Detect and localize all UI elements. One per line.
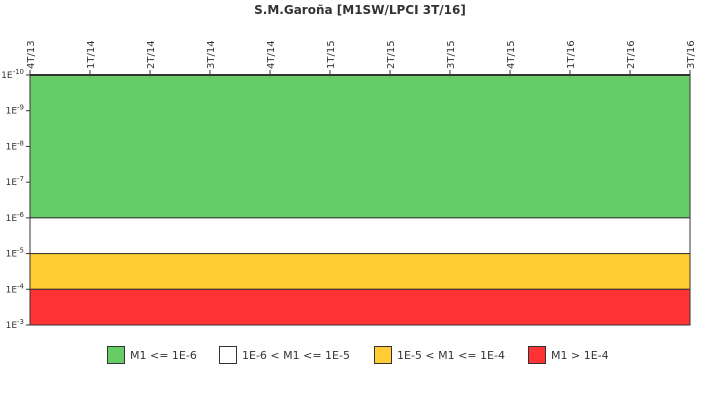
x-tick-label-2: 2T/14: [146, 40, 157, 69]
legend-label-2: 1E-5 < M1 <= 1E-4: [397, 348, 505, 362]
band-1: [29, 217, 691, 255]
x-tick-label-11: 3T/16: [686, 40, 697, 69]
y-tick-label-3: 1E-7: [6, 175, 24, 188]
y-tick-label-5: 1E-5: [6, 247, 24, 260]
legend-label-3: M1 > 1E-4: [551, 348, 609, 362]
legend-swatch-2: [374, 346, 392, 364]
x-tick-label-8: 4T/15: [506, 40, 517, 69]
legend-swatch-1: [219, 346, 237, 364]
x-tick-label-9: 1T/16: [566, 40, 577, 69]
legend-swatch-3: [528, 346, 546, 364]
legend-label-0: M1 <= 1E-6: [130, 348, 197, 362]
band-0: [29, 74, 691, 219]
legend-item-2: 1E-5 < M1 <= 1E-4: [374, 345, 505, 365]
legend-item-3: M1 > 1E-4: [528, 345, 609, 365]
band-3: [29, 288, 691, 326]
y-tick-label-1: 1E-9: [6, 104, 24, 117]
y-tick-label-7: 1E-3: [6, 318, 24, 331]
x-tick-label-3: 3T/14: [206, 40, 217, 69]
x-tick-label-10: 2T/16: [626, 40, 637, 69]
legend-label-1: 1E-6 < M1 <= 1E-5: [242, 348, 350, 362]
x-tick-label-1: 1T/14: [86, 40, 97, 69]
legend-item-0: M1 <= 1E-6: [107, 345, 197, 365]
y-tick-label-0: 1E-10: [1, 68, 24, 81]
y-tick-label-4: 1E-6: [6, 211, 25, 224]
x-tick-label-7: 3T/15: [446, 40, 457, 69]
x-tick-label-5: 1T/15: [326, 40, 337, 69]
band-2: [29, 253, 691, 290]
y-tick-label-2: 1E-8: [6, 139, 24, 152]
x-tick-label-4: 4T/14: [266, 40, 277, 69]
y-tick-label-6: 1E-4: [6, 282, 25, 295]
legend-item-1: 1E-6 < M1 <= 1E-5: [219, 345, 350, 365]
legend-swatch-0: [107, 346, 125, 364]
x-tick-label-6: 2T/15: [386, 40, 397, 69]
chart-title: S.M.Garoña [M1SW/LPCI 3T/16]: [254, 3, 466, 17]
legend: M1 <= 1E-6 1E-6 < M1 <= 1E-5 1E-5 < M1 <= …: [0, 345, 720, 367]
x-tick-label-0: 4T/13: [26, 40, 37, 69]
chart-plot: 1E-10 1E-9 1E-8 1E-7 1E-6 1E-5 1E-4 1E-3 4T/13 1T…: [1, 40, 697, 331]
